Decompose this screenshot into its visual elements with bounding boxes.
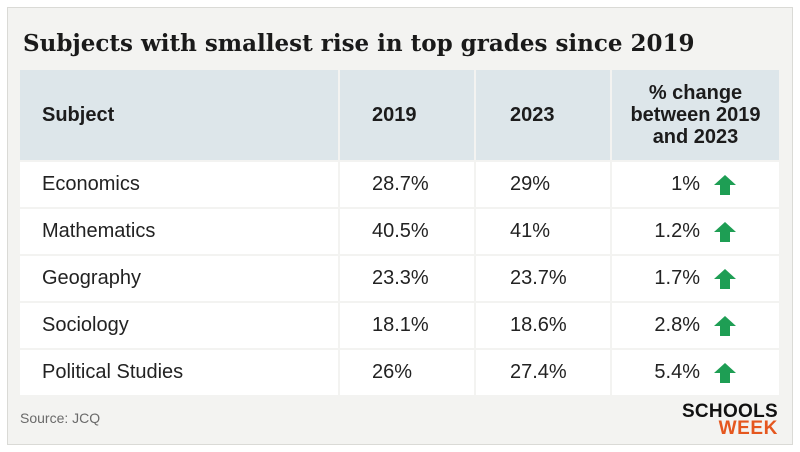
cell-2023: 18.6% (476, 303, 610, 348)
data-table: Subject 2019 2023 % change between 2019 … (20, 70, 781, 397)
table-row: Political Studies 26% 27.4% 5.4% (20, 350, 781, 397)
header-change: % change between 2019 and 2023 (612, 70, 779, 160)
source-note: Source: JCQ (20, 410, 101, 426)
cell-2023: 29% (476, 162, 610, 207)
table-row: Geography 23.3% 23.7% 1.7% (20, 256, 781, 303)
cell-subject: Political Studies (20, 350, 338, 395)
cell-subject: Geography (20, 256, 338, 301)
cell-2023: 23.7% (476, 256, 610, 301)
change-value: 1.7% (654, 267, 700, 289)
cell-2023: 27.4% (476, 350, 610, 395)
cell-2023: 41% (476, 209, 610, 254)
change-value: 2.8% (654, 314, 700, 336)
cell-subject: Economics (20, 162, 338, 207)
cell-2019: 28.7% (340, 162, 474, 207)
cell-change: 1.7% (612, 256, 779, 301)
up-arrow-icon (714, 315, 736, 336)
change-value: 5.4% (654, 361, 700, 383)
chart-card: Subjects with smallest rise in top grade… (7, 7, 793, 445)
table-row: Economics 28.7% 29% 1% (20, 162, 781, 209)
header-change-label: % change between 2019 and 2023 (630, 82, 761, 148)
cell-change: 2.8% (612, 303, 779, 348)
table-row: Mathematics 40.5% 41% 1.2% (20, 209, 781, 256)
up-arrow-icon (714, 268, 736, 289)
cell-2019: 26% (340, 350, 474, 395)
header-2019: 2019 (340, 70, 474, 160)
cell-change: 1.2% (612, 209, 779, 254)
up-arrow-icon (714, 174, 736, 195)
change-value: 1% (671, 173, 700, 195)
cell-change: 1% (612, 162, 779, 207)
change-value: 1.2% (654, 220, 700, 242)
cell-change: 5.4% (612, 350, 779, 395)
up-arrow-icon (714, 221, 736, 242)
logo-line2: WEEK (718, 418, 778, 439)
logo-line1: SCHOOLS (681, 401, 778, 422)
up-arrow-icon (714, 362, 736, 383)
cell-2019: 18.1% (340, 303, 474, 348)
chart-title: Subjects with smallest rise in top grade… (23, 30, 695, 57)
cell-2019: 23.3% (340, 256, 474, 301)
cell-2019: 40.5% (340, 209, 474, 254)
table-body: Economics 28.7% 29% 1% Mathematics 40.5% 41% 1.… (20, 162, 781, 397)
schools-week-logo: SCHOOLS WEEK (668, 401, 778, 439)
cell-subject: Sociology (20, 303, 338, 348)
cell-subject: Mathematics (20, 209, 338, 254)
header-subject: Subject (20, 70, 338, 160)
table-header-row: Subject 2019 2023 % change between 2019 … (20, 70, 781, 162)
header-2023: 2023 (476, 70, 610, 160)
table-row: Sociology 18.1% 18.6% 2.8% (20, 303, 781, 350)
